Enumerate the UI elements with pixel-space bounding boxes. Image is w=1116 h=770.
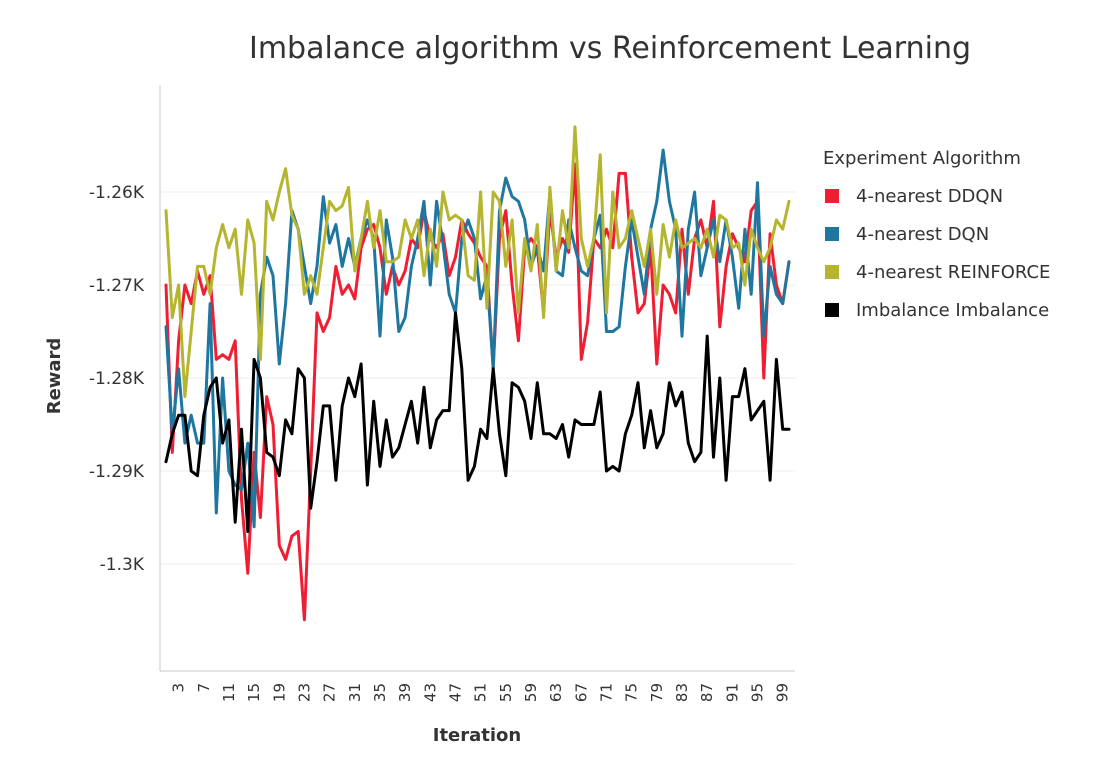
x-axis-title: Iteration — [433, 725, 522, 746]
legend-swatch[interactable] — [825, 303, 839, 317]
x-tick-label: 71 — [598, 683, 616, 702]
x-tick-label: 83 — [673, 683, 691, 702]
y-tick-label: -1.29K — [89, 462, 145, 482]
x-tick-label: 3 — [170, 683, 188, 693]
legend-label[interactable]: 4-nearest DDQN — [856, 186, 1003, 207]
x-tick-label: 79 — [648, 683, 666, 702]
x-tick-label: 19 — [270, 683, 288, 702]
x-tick-label: 59 — [522, 683, 540, 702]
legend-label[interactable]: 4-nearest REINFORCE — [856, 262, 1050, 283]
x-tick-label: 51 — [472, 683, 490, 702]
legend-swatch[interactable] — [825, 189, 839, 203]
x-tick-label: 47 — [446, 683, 464, 702]
legend-title: Experiment Algorithm — [823, 148, 1021, 169]
series-line — [164, 148, 791, 529]
x-tick-label: 99 — [774, 683, 792, 702]
series-layer — [164, 125, 791, 622]
x-tick-label: 91 — [723, 683, 741, 702]
x-tick-label: 95 — [749, 683, 767, 702]
chart-title: Imbalance algorithm vs Reinforcement Lea… — [249, 31, 971, 66]
x-tick-label: 15 — [245, 683, 263, 702]
x-tick-label: 35 — [371, 683, 389, 702]
legend-swatch[interactable] — [825, 265, 839, 279]
x-tick-label: 55 — [497, 683, 515, 702]
x-tick-label: 39 — [396, 683, 414, 702]
y-axis-title: Reward — [44, 338, 65, 415]
x-tick-label: 43 — [421, 683, 439, 702]
x-tick-label: 23 — [295, 683, 313, 702]
y-tick-label: -1.28K — [89, 369, 145, 389]
legend-swatch[interactable] — [825, 227, 839, 241]
x-tick-label: 67 — [572, 683, 590, 702]
legend-label[interactable]: Imbalance Imbalance — [856, 300, 1049, 321]
axis-layer: -1.26K -1.27K -1.28K -1.29K -1.3K 3 7 11 15 19 23 2… — [89, 85, 795, 702]
x-tick-label: 27 — [321, 683, 339, 702]
x-tick-label: 63 — [547, 683, 565, 702]
x-tick-label: 75 — [623, 683, 641, 702]
series-line — [164, 125, 791, 399]
y-tick-label: -1.3K — [100, 555, 145, 575]
x-tick-label: 7 — [195, 683, 213, 693]
x-tick-label: 11 — [220, 683, 238, 702]
x-tick-label: 31 — [346, 683, 364, 702]
legend: Experiment Algorithm 4-nearest DDQN 4-nea… — [823, 148, 1050, 321]
series-line — [164, 311, 791, 533]
y-tick-label: -1.27K — [89, 276, 145, 296]
x-tick-label: 87 — [698, 683, 716, 702]
y-tick-label: -1.26K — [89, 183, 145, 203]
legend-label[interactable]: 4-nearest DQN — [856, 224, 989, 245]
